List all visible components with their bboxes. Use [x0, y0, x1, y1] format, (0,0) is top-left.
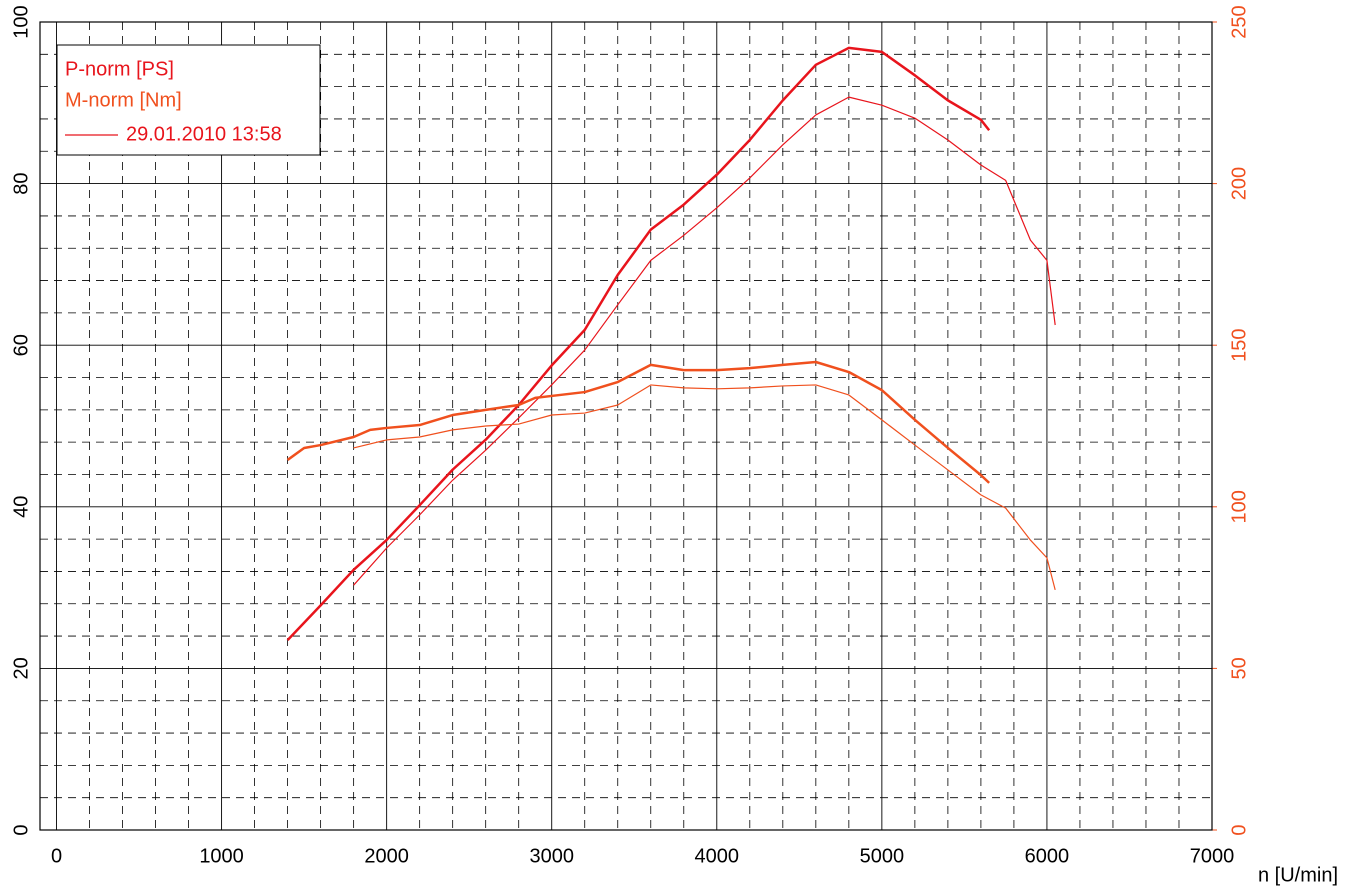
legend-label: P-norm [PS] [65, 58, 174, 80]
series-line [286, 46, 991, 641]
x-tick-label: 3000 [529, 845, 574, 867]
x-tick-label: 5000 [860, 845, 905, 867]
legend-box [56, 44, 321, 156]
legend-label: M-norm [Nm] [65, 89, 182, 111]
plot-frame [39, 21, 1213, 831]
y-tick-label: 20 [10, 657, 32, 679]
x-tick-label: 7000 [1190, 845, 1235, 867]
x-tick-label: 4000 [695, 845, 740, 867]
y2-tick-label: 250 [1228, 5, 1250, 38]
y2-tick-label: 150 [1228, 329, 1250, 362]
legend-run: 29.01.2010 13:58 [126, 123, 282, 145]
y-tick-label: 40 [10, 496, 32, 518]
x-tick-label: 0 [51, 845, 62, 867]
series-line [286, 360, 991, 484]
x-tick-label: 1000 [199, 845, 244, 867]
y2-tick-label: 200 [1228, 167, 1250, 200]
series-line [353, 96, 1056, 586]
x-axis-label: n [U/min] [1258, 864, 1338, 886]
x-tick-label: 2000 [364, 845, 409, 867]
y-tick-label: 100 [10, 5, 32, 38]
y2-tick-label: 50 [1228, 657, 1250, 679]
y-tick-label: 0 [10, 824, 32, 835]
series-line [353, 384, 1056, 591]
y2-tick-label: 100 [1228, 490, 1250, 523]
y2-tick-label: 0 [1228, 824, 1250, 835]
y-tick-label: 60 [10, 334, 32, 356]
y-tick-label: 80 [10, 172, 32, 194]
x-tick-label: 6000 [1025, 845, 1070, 867]
